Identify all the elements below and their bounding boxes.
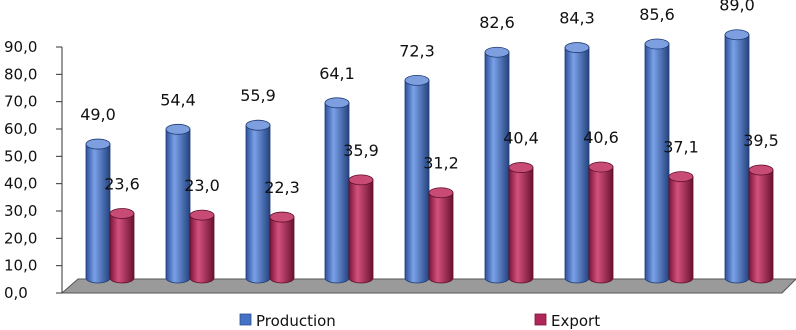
data-label-export: 40,6 (583, 128, 619, 147)
bar-top-export (189, 209, 215, 221)
data-label-production: 85,6 (639, 5, 675, 24)
data-label-production: 89,0 (719, 0, 755, 15)
legend-swatch-export (534, 313, 547, 326)
data-label-export: 22,3 (264, 178, 300, 197)
y-tick-label: 0,0 (4, 284, 28, 302)
bar-export (109, 213, 135, 284)
data-label-export: 23,0 (184, 176, 220, 195)
bar-production (484, 51, 510, 284)
legend-swatch-production (239, 313, 252, 326)
data-label-production: 64,1 (319, 64, 355, 83)
bar-production (724, 34, 750, 284)
bar-top-export (748, 164, 774, 176)
data-label-production: 72,3 (399, 41, 435, 60)
y-tick-label: 10,0 (4, 257, 37, 275)
y-tick-label: 70,0 (4, 93, 37, 111)
bar-production (165, 128, 191, 284)
data-label-export: 23,6 (104, 174, 140, 193)
data-label-production: 54,4 (160, 90, 196, 109)
bar-production (324, 102, 350, 284)
bar-top-production (324, 97, 350, 109)
bar-top-export (348, 174, 374, 186)
bar-top-export (668, 171, 694, 182)
bar-top-production (404, 74, 430, 86)
bar-top-production (165, 123, 191, 135)
bar-production (644, 43, 670, 284)
bar-top-export (109, 208, 135, 219)
bar-top-production (564, 42, 590, 53)
bar-production (85, 143, 111, 284)
y-tick-label: 60,0 (4, 120, 37, 138)
data-label-production: 84,3 (559, 9, 595, 28)
bar-top-production (85, 138, 111, 150)
bar-top-production (644, 38, 670, 50)
bar-export (348, 179, 374, 284)
data-label-export: 39,5 (743, 131, 779, 150)
bar-export (189, 214, 215, 284)
bar-export (269, 216, 295, 284)
bar-export (588, 166, 614, 284)
bar-top-export (508, 162, 534, 173)
data-label-export: 40,4 (503, 129, 539, 148)
data-label-production: 55,9 (240, 86, 276, 105)
chart-floor (60, 278, 796, 294)
data-label-export: 35,9 (343, 141, 379, 160)
bar-top-export (269, 211, 295, 223)
bar-production (404, 79, 430, 284)
bar-top-export (428, 187, 454, 199)
bar-top-production (724, 29, 750, 41)
y-tick-label: 20,0 (4, 229, 37, 247)
bar-production (564, 47, 590, 284)
bar-top-export (588, 161, 614, 173)
data-label-export: 37,1 (663, 138, 699, 157)
bar-export (668, 176, 694, 284)
data-label-production: 82,6 (479, 13, 515, 32)
y-tick-label: 80,0 (4, 65, 37, 83)
bar-export (428, 192, 454, 284)
bar-export (748, 169, 774, 284)
y-tick-label: 90,0 (4, 38, 37, 56)
y-tick-label: 40,0 (4, 175, 37, 193)
bar-export (508, 167, 534, 284)
legend: Production Export (239, 312, 600, 330)
legend-label-production: Production (256, 312, 336, 330)
legend-label-export: Export (551, 312, 600, 330)
bar-top-production (484, 46, 510, 58)
bar-production (245, 124, 271, 284)
y-tick-label: 50,0 (4, 147, 37, 165)
y-tick-label: 30,0 (4, 202, 37, 220)
data-label-production: 49,0 (80, 105, 116, 124)
data-label-export: 31,2 (423, 154, 459, 173)
bar-top-production (245, 119, 271, 131)
